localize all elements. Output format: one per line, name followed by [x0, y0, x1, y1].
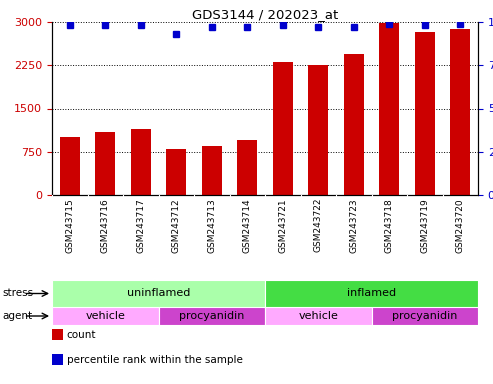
Text: vehicle: vehicle — [85, 311, 125, 321]
Text: uninflamed: uninflamed — [127, 288, 190, 298]
Bar — [451, 30, 470, 195]
Bar — [52, 307, 159, 325]
Bar — [96, 132, 115, 195]
Text: GSM243714: GSM243714 — [243, 198, 252, 253]
Title: GDS3144 / 202023_at: GDS3144 / 202023_at — [192, 8, 338, 21]
Bar — [380, 23, 399, 195]
Bar — [265, 307, 372, 325]
Bar — [167, 149, 186, 195]
Bar — [159, 307, 265, 325]
Bar — [372, 307, 478, 325]
Bar — [202, 146, 221, 195]
Text: GSM243721: GSM243721 — [278, 198, 287, 253]
Text: GSM243717: GSM243717 — [136, 198, 145, 253]
Bar — [238, 140, 257, 195]
Text: GSM243715: GSM243715 — [65, 198, 74, 253]
Bar — [344, 54, 363, 195]
Bar — [52, 280, 265, 307]
Bar — [415, 32, 434, 195]
Text: GSM243718: GSM243718 — [385, 198, 394, 253]
Bar — [273, 62, 292, 195]
Text: count: count — [67, 330, 96, 340]
Bar — [309, 65, 328, 195]
Text: procyanidin: procyanidin — [179, 311, 245, 321]
Text: GSM243722: GSM243722 — [314, 198, 323, 253]
Text: GSM243712: GSM243712 — [172, 198, 181, 253]
Text: vehicle: vehicle — [298, 311, 338, 321]
Text: GSM243716: GSM243716 — [101, 198, 110, 253]
Text: procyanidin: procyanidin — [392, 311, 458, 321]
Text: stress: stress — [2, 288, 33, 298]
Text: GSM243723: GSM243723 — [349, 198, 358, 253]
Bar — [265, 280, 478, 307]
Text: inflamed: inflamed — [347, 288, 396, 298]
Text: GSM243720: GSM243720 — [456, 198, 465, 253]
Bar — [60, 137, 79, 195]
Text: percentile rank within the sample: percentile rank within the sample — [67, 355, 243, 365]
Text: GSM243713: GSM243713 — [207, 198, 216, 253]
Text: GSM243719: GSM243719 — [420, 198, 429, 253]
Bar — [131, 129, 150, 195]
Text: agent: agent — [2, 311, 32, 321]
